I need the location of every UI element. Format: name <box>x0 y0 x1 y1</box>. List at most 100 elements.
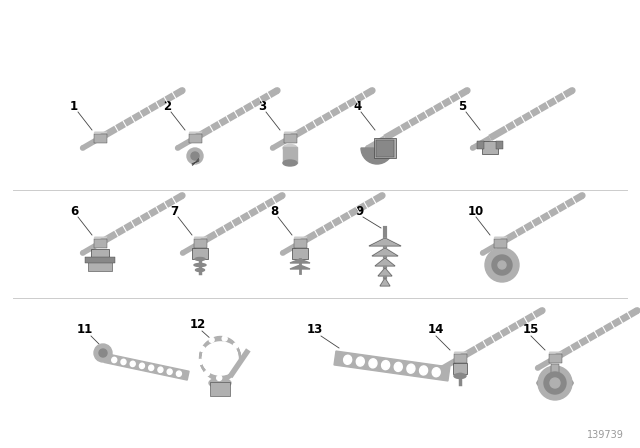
Text: 12: 12 <box>190 318 206 331</box>
Polygon shape <box>189 132 202 134</box>
FancyBboxPatch shape <box>496 141 503 149</box>
Polygon shape <box>366 136 387 151</box>
Ellipse shape <box>280 193 285 198</box>
Circle shape <box>222 336 227 341</box>
Circle shape <box>233 343 238 348</box>
Ellipse shape <box>540 308 545 313</box>
Polygon shape <box>93 134 106 142</box>
FancyBboxPatch shape <box>192 248 208 259</box>
Ellipse shape <box>369 359 377 368</box>
Polygon shape <box>553 307 639 361</box>
Polygon shape <box>499 193 584 246</box>
Text: 11: 11 <box>77 323 93 336</box>
Polygon shape <box>284 134 296 142</box>
Polygon shape <box>176 136 196 151</box>
Ellipse shape <box>381 361 390 370</box>
Polygon shape <box>454 353 467 362</box>
FancyBboxPatch shape <box>374 138 396 158</box>
Polygon shape <box>181 241 202 255</box>
Polygon shape <box>548 353 561 362</box>
Ellipse shape <box>407 364 415 373</box>
Polygon shape <box>81 136 101 151</box>
Circle shape <box>550 378 560 388</box>
Circle shape <box>205 370 209 376</box>
Circle shape <box>544 372 566 394</box>
Polygon shape <box>294 237 307 238</box>
Ellipse shape <box>112 357 116 362</box>
Text: 139739: 139739 <box>587 430 624 440</box>
Polygon shape <box>99 87 184 141</box>
Ellipse shape <box>283 160 297 166</box>
Text: 2: 2 <box>163 100 171 113</box>
Text: 15: 15 <box>523 323 540 336</box>
Text: 9: 9 <box>355 205 364 218</box>
Circle shape <box>94 344 112 362</box>
Polygon shape <box>481 241 501 255</box>
Polygon shape <box>493 237 508 238</box>
Polygon shape <box>193 237 207 238</box>
Circle shape <box>217 375 221 380</box>
Ellipse shape <box>275 88 280 93</box>
Circle shape <box>485 248 519 282</box>
Ellipse shape <box>580 193 585 198</box>
Polygon shape <box>454 352 467 353</box>
Polygon shape <box>288 87 374 141</box>
Circle shape <box>492 255 512 275</box>
Polygon shape <box>93 237 108 238</box>
Polygon shape <box>383 87 469 141</box>
Ellipse shape <box>177 371 181 376</box>
Text: 6: 6 <box>70 205 78 218</box>
Ellipse shape <box>209 378 231 388</box>
FancyBboxPatch shape <box>292 248 308 259</box>
Ellipse shape <box>420 366 428 375</box>
Polygon shape <box>375 258 395 266</box>
FancyBboxPatch shape <box>453 363 467 374</box>
Ellipse shape <box>465 88 470 93</box>
Polygon shape <box>290 259 310 263</box>
Ellipse shape <box>280 251 285 255</box>
Circle shape <box>198 359 203 364</box>
Ellipse shape <box>635 308 640 313</box>
Ellipse shape <box>194 263 206 267</box>
Text: 10: 10 <box>468 205 484 218</box>
Polygon shape <box>189 134 202 142</box>
Ellipse shape <box>536 366 540 370</box>
Polygon shape <box>458 307 544 361</box>
Wedge shape <box>361 148 393 164</box>
Ellipse shape <box>130 361 135 366</box>
Polygon shape <box>536 356 556 370</box>
Ellipse shape <box>140 363 145 369</box>
FancyBboxPatch shape <box>482 141 498 154</box>
Polygon shape <box>99 193 184 246</box>
Ellipse shape <box>195 268 205 271</box>
Text: 14: 14 <box>428 323 444 336</box>
Ellipse shape <box>344 355 351 364</box>
Polygon shape <box>281 241 301 255</box>
Text: 5: 5 <box>458 100 467 113</box>
Polygon shape <box>81 241 101 255</box>
Polygon shape <box>369 238 401 246</box>
Polygon shape <box>334 351 450 381</box>
Ellipse shape <box>158 367 163 372</box>
Text: 7: 7 <box>170 205 178 218</box>
Ellipse shape <box>175 146 180 150</box>
Ellipse shape <box>440 366 445 370</box>
Text: 1: 1 <box>70 100 78 113</box>
Ellipse shape <box>180 193 185 198</box>
Polygon shape <box>290 265 310 269</box>
FancyBboxPatch shape <box>477 141 484 149</box>
Polygon shape <box>441 356 461 370</box>
Circle shape <box>200 346 205 351</box>
Circle shape <box>538 366 572 400</box>
Ellipse shape <box>394 362 403 371</box>
Polygon shape <box>193 87 279 141</box>
Ellipse shape <box>380 193 385 198</box>
Polygon shape <box>380 278 390 286</box>
Ellipse shape <box>81 146 84 150</box>
FancyBboxPatch shape <box>85 257 115 263</box>
Polygon shape <box>471 136 492 151</box>
Polygon shape <box>378 268 392 276</box>
Ellipse shape <box>271 146 275 150</box>
Text: 13: 13 <box>307 323 323 336</box>
Ellipse shape <box>283 145 297 151</box>
